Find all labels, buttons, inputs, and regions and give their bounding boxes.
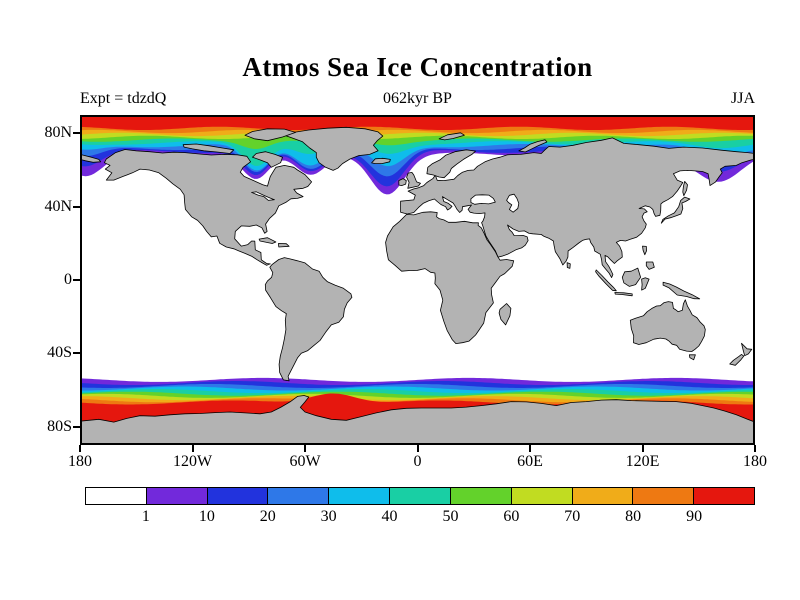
colorbar-label: 1: [141, 508, 150, 525]
y-tick-label: 40S: [47, 344, 72, 362]
x-axis-tick: [754, 445, 756, 452]
experiment-label: Expt = tdzdQ: [80, 90, 167, 107]
colorbar-swatch: [268, 488, 330, 504]
colorbar-swatch: [329, 488, 391, 504]
colorbar-label: 10: [198, 508, 215, 525]
landmass: [641, 277, 650, 291]
landmass: [80, 395, 755, 445]
landmass: [518, 139, 548, 153]
landmass: [258, 237, 277, 244]
x-tick-label: 180: [743, 453, 767, 470]
landmass: [621, 267, 641, 287]
x-tick-label: 60W: [289, 453, 321, 470]
colorbar-swatch: [450, 488, 512, 504]
landmass: [629, 299, 706, 352]
colorbar-label: 60: [503, 508, 520, 525]
landmass: [252, 151, 283, 168]
world-map: [80, 115, 755, 445]
colorbar-label: 20: [259, 508, 276, 525]
colorbar-swatch: [146, 488, 208, 504]
x-tick-label: 120E: [625, 453, 660, 470]
colorbar-label: 70: [564, 508, 581, 525]
colorbar-swatch: [86, 488, 147, 504]
x-axis-tick: [529, 445, 531, 452]
landmass: [689, 354, 696, 361]
time-label: 062kyr BP: [383, 90, 452, 107]
sea-ice-north-band: [80, 115, 755, 130]
season-label: JJA: [730, 90, 755, 107]
colorbar-label: 30: [320, 508, 337, 525]
x-axis-tick: [641, 445, 644, 452]
map-frame: [80, 115, 755, 445]
landmass: [498, 303, 512, 326]
x-axis-tick: [416, 445, 419, 452]
y-tick-label: 80N: [44, 124, 72, 142]
landmass: [595, 269, 617, 292]
inland-sea: [506, 193, 520, 213]
y-axis-tick: [73, 205, 80, 208]
y-axis-tick: [73, 425, 80, 428]
inland-sea: [470, 194, 496, 205]
colorbar-swatch: [633, 488, 695, 504]
colorbar-swatch: [511, 488, 573, 504]
y-tick-label: 80S: [47, 417, 72, 435]
landmass: [182, 143, 235, 154]
landmass: [566, 262, 571, 269]
landmass: [371, 157, 391, 164]
landmass: [104, 149, 312, 266]
x-axis-tick: [304, 445, 306, 452]
colorbar-label: 80: [625, 508, 642, 525]
x-axis-tick: [191, 445, 194, 452]
landmass: [406, 172, 421, 189]
y-axis-tick: [73, 132, 80, 135]
colorbar-label: 50: [442, 508, 459, 525]
landmass: [244, 128, 296, 142]
landmass: [682, 181, 688, 197]
landmass: [662, 281, 701, 300]
colorbar-label: 90: [686, 508, 703, 525]
y-axis-tick: [73, 279, 80, 281]
landmass: [438, 132, 465, 141]
colorbar-swatch: [572, 488, 634, 504]
x-axis-tick: [79, 445, 81, 452]
landmass: [729, 354, 745, 366]
colorbar: [85, 487, 755, 505]
landmass: [426, 149, 476, 179]
colorbar-swatch: [694, 488, 754, 504]
x-tick-label: 0: [413, 453, 422, 470]
landmass: [398, 178, 407, 186]
landmass: [660, 196, 691, 224]
y-tick-label: 0: [64, 271, 72, 288]
x-tick-label: 120W: [172, 453, 213, 470]
landmass: [400, 137, 755, 278]
landmass: [284, 126, 384, 171]
landmass: [614, 292, 633, 297]
colorbar-swatch: [207, 488, 269, 504]
x-tick-label: 180: [68, 453, 92, 470]
landmass: [642, 245, 647, 256]
plot-title: Atmos Sea Ice Concentration: [242, 52, 593, 82]
landmass: [264, 257, 353, 382]
y-axis-tick: [73, 352, 80, 355]
inland-sea: [251, 191, 275, 201]
x-tick-label: 60E: [517, 453, 543, 470]
landmass: [741, 342, 753, 357]
landmass: [385, 211, 515, 344]
colorbar-label: 40: [381, 508, 398, 525]
landmass: [278, 243, 290, 248]
y-tick-label: 40N: [44, 197, 72, 215]
colorbar-swatch: [390, 488, 451, 504]
landmass: [645, 261, 655, 270]
